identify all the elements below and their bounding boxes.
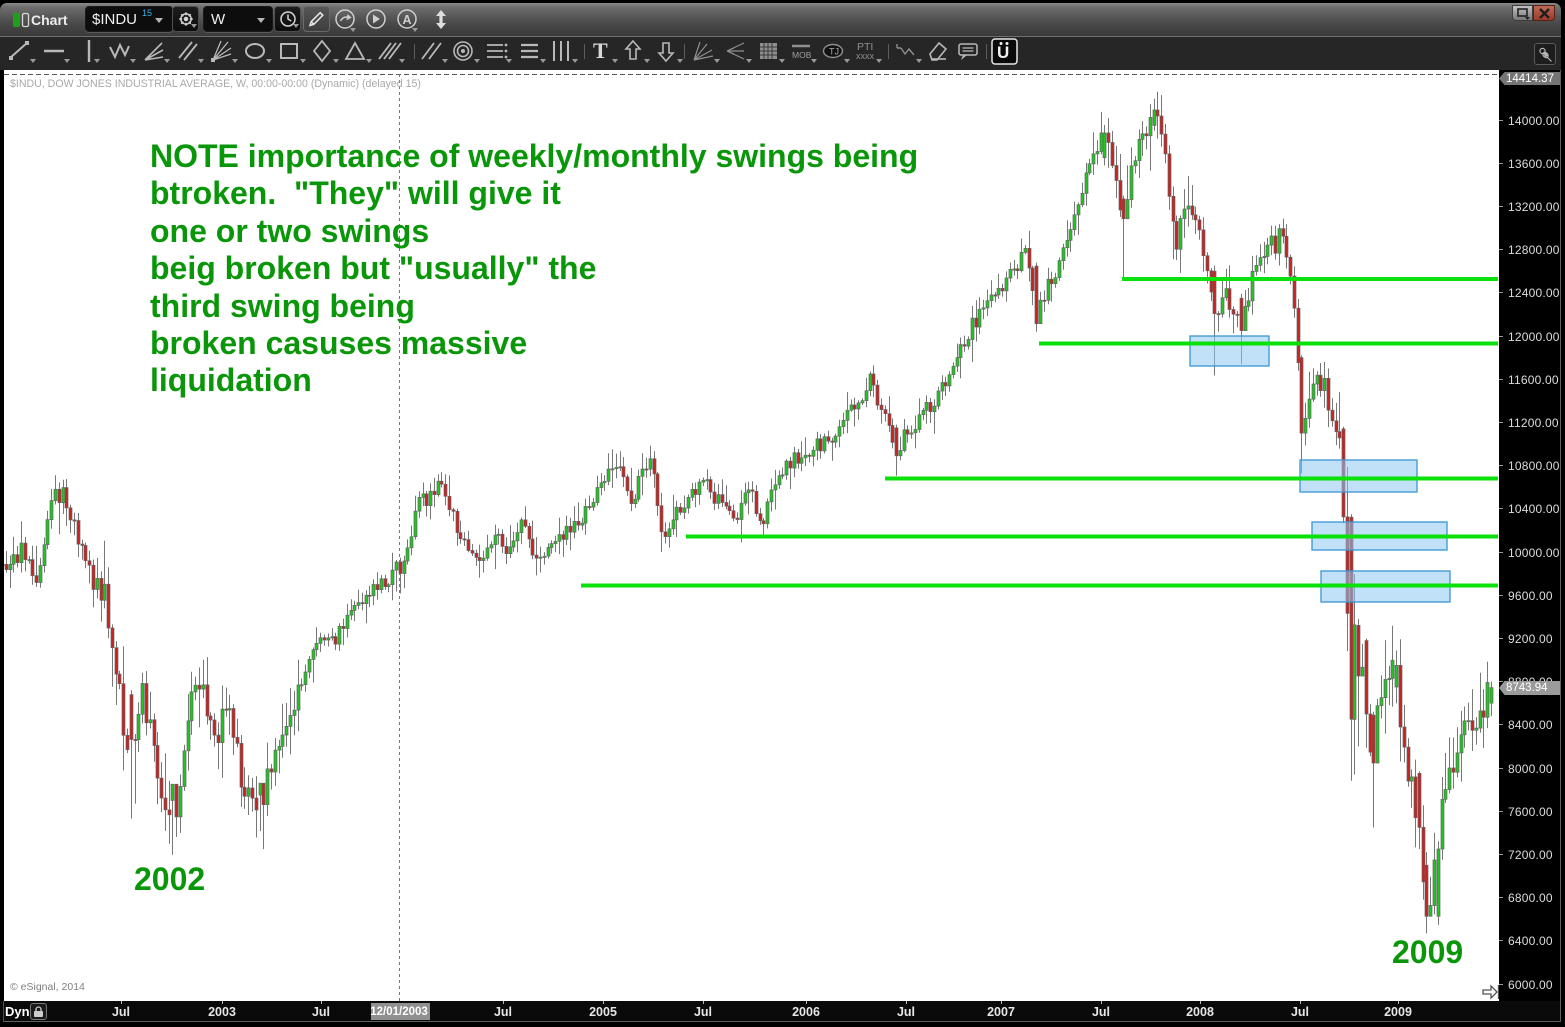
svg-text:xxxx: xxxx	[856, 51, 875, 61]
svg-text:$INDU: $INDU	[92, 11, 137, 28]
svg-text:A: A	[403, 13, 412, 27]
svg-text:TJ: TJ	[829, 47, 839, 57]
svg-text:15: 15	[142, 8, 152, 18]
svg-text:U: U	[997, 43, 1009, 62]
svg-text:Chart: Chart	[31, 12, 68, 28]
svg-text:T: T	[593, 38, 608, 63]
svg-text:PTI: PTI	[857, 41, 873, 53]
svg-text:MOB: MOB	[792, 50, 812, 60]
svg-text:W: W	[211, 11, 226, 28]
